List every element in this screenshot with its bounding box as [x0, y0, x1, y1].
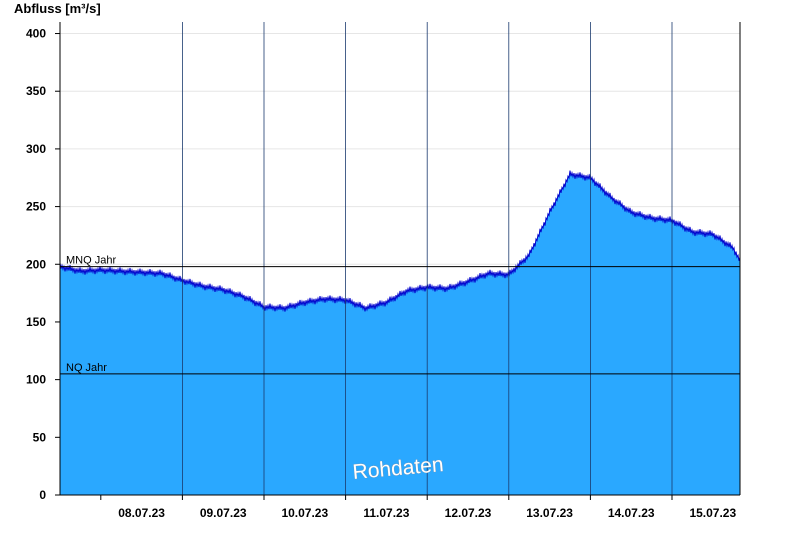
y-axis-label: Abfluss [m³/s] [14, 1, 101, 16]
y-tick-labels: 0 50 100 150 200 250 300 350 400 [26, 27, 60, 502]
x-tick-label: 13.07.23 [526, 506, 573, 520]
x-tick-label: 09.07.23 [200, 506, 247, 520]
series-area [59, 170, 741, 495]
y-tick-label: 150 [26, 315, 46, 329]
flow-area [60, 170, 740, 495]
x-tick-label: 14.07.23 [608, 506, 655, 520]
y-tick-label: 250 [26, 200, 46, 214]
reference-line-label: MNQ Jahr [66, 255, 116, 267]
x-tick-label: 10.07.23 [281, 506, 328, 520]
reference-lines: MNQ Jahr NQ Jahr [60, 255, 740, 375]
y-tick-label: 300 [26, 142, 46, 156]
y-tick-label: 50 [33, 430, 47, 444]
x-tick-label: 12.07.23 [445, 506, 492, 520]
axes [59, 22, 741, 496]
y-tick-label: 400 [26, 27, 46, 41]
day-separator-lines [181, 22, 673, 495]
y-tick-label: 100 [26, 373, 46, 387]
flow-line [59, 170, 741, 312]
y-tick-label: 200 [26, 257, 46, 271]
x-tick-label: 08.07.23 [118, 506, 165, 520]
x-tick-label: 15.07.23 [689, 506, 736, 520]
reference-line-label: NQ Jahr [66, 362, 107, 374]
x-tick-labels: 08.07.23 09.07.23 10.07.23 11.07.23 12.07.23… [100, 495, 736, 520]
y-tick-label: 350 [26, 84, 46, 98]
y-tick-label: 0 [39, 488, 46, 502]
x-tick-label: 11.07.23 [363, 506, 409, 520]
